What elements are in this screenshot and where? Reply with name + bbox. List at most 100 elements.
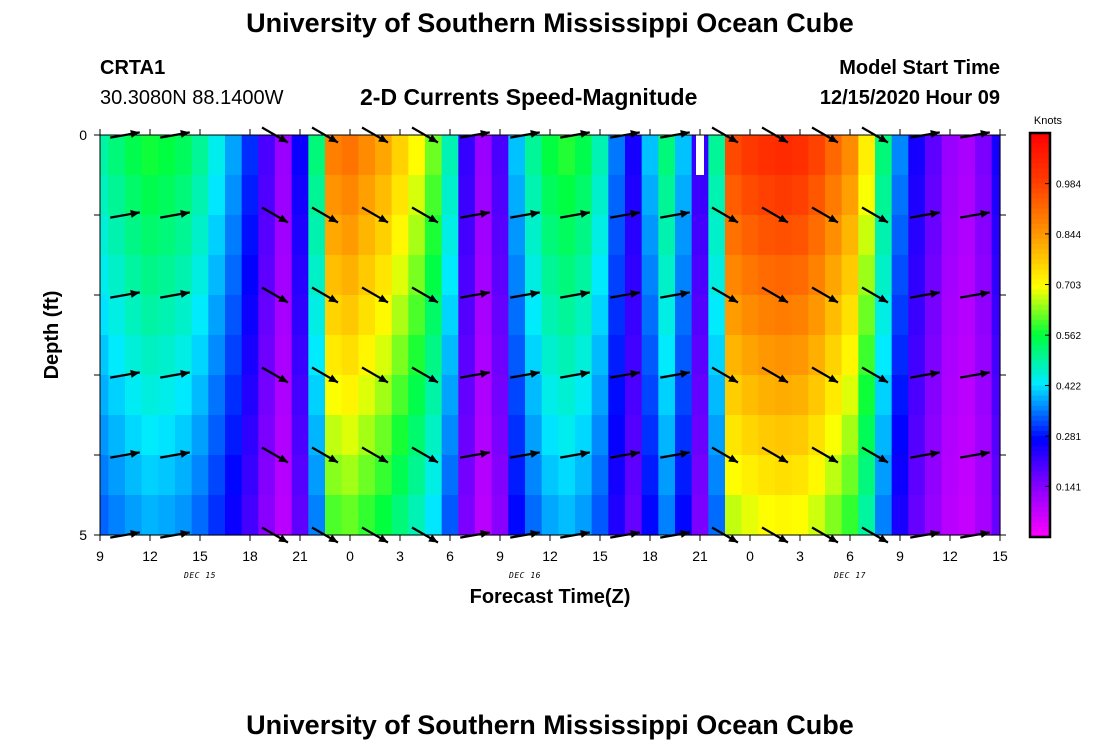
heatmap-cell <box>975 175 993 216</box>
heatmap-cell <box>508 135 526 176</box>
heatmap-cell <box>158 415 176 456</box>
page-title: University of Southern Mississippi Ocean… <box>246 8 854 38</box>
colorbar-segment <box>1030 405 1050 412</box>
heatmap-cell <box>925 255 943 296</box>
heatmap-cell <box>975 255 993 296</box>
heatmap-cell <box>241 295 259 336</box>
heatmap-cell <box>908 495 926 536</box>
heatmap-cell <box>708 295 726 336</box>
heatmap-cell <box>925 495 943 536</box>
current-arrow <box>960 210 990 219</box>
current-arrow <box>160 450 190 459</box>
current-arrow <box>910 450 940 459</box>
heatmap-cell <box>941 295 959 336</box>
colorbar-segment <box>1030 188 1050 195</box>
heatmap-cell <box>458 295 476 336</box>
heatmap-cell <box>691 215 709 256</box>
heatmap-cell <box>441 135 459 176</box>
heatmap-cell <box>241 335 259 376</box>
x-tick-label: 18 <box>642 548 658 564</box>
heatmap-cell <box>408 415 426 456</box>
heatmap-cell <box>458 415 476 456</box>
heatmap-cell <box>358 335 376 376</box>
colorbar-segment <box>1030 375 1050 382</box>
heatmap-cell <box>691 295 709 336</box>
heatmap-cell <box>275 215 293 256</box>
heatmap-cell <box>541 375 559 416</box>
heatmap-cell <box>608 295 626 336</box>
heatmap-cell <box>108 175 126 216</box>
heatmap-cell <box>641 175 659 216</box>
heatmap-cell <box>308 335 326 376</box>
colorbar-segment <box>1030 324 1050 331</box>
heatmap-cell <box>208 175 226 216</box>
heatmap-cell <box>225 335 243 376</box>
heatmap-cell <box>525 255 543 296</box>
heatmap-cell <box>825 415 843 456</box>
colorbar-segment <box>1030 208 1050 215</box>
heatmap-cell <box>425 255 443 296</box>
heatmap-cell <box>741 175 759 216</box>
heatmap-cell <box>608 415 626 456</box>
current-arrow <box>560 210 590 219</box>
heatmap-cell <box>258 495 276 536</box>
current-arrow <box>761 206 789 224</box>
colorbar-segment <box>1030 496 1050 503</box>
heatmap-cell <box>625 375 643 416</box>
current-arrow <box>910 370 940 379</box>
heatmap-cell <box>508 415 526 456</box>
heatmap-cell <box>525 415 543 456</box>
heatmap-cell <box>541 415 559 456</box>
heatmap-cell <box>441 215 459 256</box>
heatmap-cell <box>108 335 126 376</box>
heatmap-cell <box>991 455 1001 496</box>
current-arrow <box>761 446 789 464</box>
heatmap-cell <box>208 335 226 376</box>
current-arrow <box>560 450 590 459</box>
heatmap-cell <box>691 455 709 496</box>
heatmap-cell <box>825 375 843 416</box>
heatmap-cell <box>475 135 493 176</box>
heatmap-cell <box>408 255 426 296</box>
heatmap-cell <box>691 175 709 216</box>
heatmap-cell <box>325 175 343 216</box>
heatmap-cell <box>591 215 609 256</box>
heatmap-cell <box>825 295 843 336</box>
heatmap-cell <box>108 375 126 416</box>
heatmap-cell <box>241 495 259 536</box>
colorbar-segment <box>1030 264 1050 270</box>
x-date-label: DEC 15 <box>183 571 216 580</box>
heatmap-cell <box>791 375 809 416</box>
current-arrow <box>660 450 690 459</box>
heatmap-cell <box>575 335 593 376</box>
heatmap-cell <box>508 455 526 496</box>
heatmap-cell <box>875 495 893 536</box>
heatmap-cell <box>808 255 826 296</box>
heatmap-cell <box>741 215 759 256</box>
current-arrow <box>811 206 839 224</box>
heatmap-cell <box>275 335 293 376</box>
heatmap-cell <box>475 495 493 536</box>
heatmap-cell <box>225 375 243 416</box>
heatmap-cell <box>291 375 309 416</box>
current-arrow <box>311 206 339 224</box>
heatmap-cell <box>358 495 376 536</box>
heatmap-cell <box>658 495 676 536</box>
heatmap-cell <box>125 295 143 336</box>
heatmap-cell <box>208 295 226 336</box>
heatmap-cell <box>625 455 643 496</box>
heatmap-cell <box>375 335 393 376</box>
model-start-time: 12/15/2020 Hour 09 <box>819 87 1000 109</box>
footer-title: University of Southern Mississippi Ocean… <box>246 710 854 740</box>
colorbar-segment <box>1030 249 1050 255</box>
heatmap-cell <box>758 255 776 296</box>
colorbar-segment <box>1030 360 1050 366</box>
heatmap-cell <box>525 135 543 176</box>
heatmap-cell <box>275 175 293 216</box>
heatmap-cell <box>641 415 659 456</box>
heatmap-cell <box>891 295 909 336</box>
heatmap-cell <box>708 375 726 416</box>
heatmap-cell <box>100 335 109 376</box>
colorbar-segment <box>1030 294 1050 301</box>
colorbar-segment <box>1030 521 1050 528</box>
